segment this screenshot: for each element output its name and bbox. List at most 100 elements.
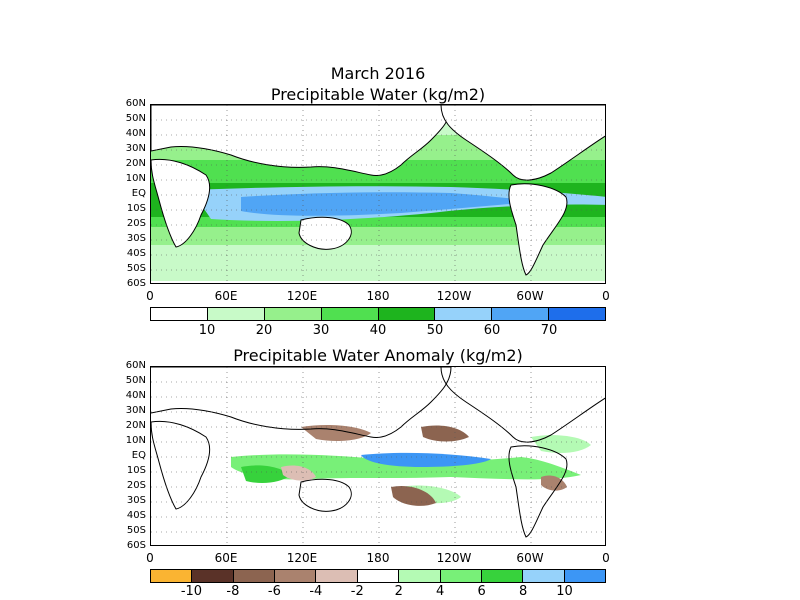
colorbar-tick-label: 40 (369, 323, 387, 338)
colorbar-tick-label: 10 (198, 323, 216, 338)
lat-label: 50N (125, 113, 146, 124)
lat-label: EQ (131, 188, 146, 199)
colorbar-swatch (207, 308, 265, 320)
graticule (151, 105, 605, 283)
colorbar-tick-label: -10 (180, 584, 203, 599)
colorbar-tick-label: 60 (483, 323, 501, 338)
colorbar-tick-label: -4 (309, 584, 323, 599)
top-title-line2: Precipitable Water (kg/m2) (270, 85, 486, 104)
graticule (151, 367, 605, 545)
lat-label: 50S (126, 263, 146, 274)
colorbar-swatch (435, 308, 493, 320)
colorbar-swatch (549, 308, 605, 320)
anomaly-negative-australia (281, 465, 316, 481)
lon-label: 0 (602, 289, 610, 303)
lat-label: 20N (125, 420, 146, 431)
lat-label: 20S (126, 480, 146, 491)
colorbar-tick-label: 20 (255, 323, 273, 338)
anomaly-positive-pacific-strong (361, 452, 491, 467)
colorbar-swatch (440, 570, 482, 582)
lat-label: 30N (125, 143, 146, 154)
pw-anomaly-map (150, 366, 606, 546)
colorbar-tick-label: 4 (436, 584, 445, 599)
lat-label: 60S (126, 278, 146, 289)
lon-label: 0 (146, 289, 154, 303)
colorbar-swatch (233, 570, 276, 582)
colorbar-swatch (192, 570, 234, 582)
lat-label: 50N (125, 375, 146, 386)
lat-label: 60S (126, 540, 146, 551)
lat-label: 10S (126, 203, 146, 214)
lat-label: 40S (126, 510, 146, 521)
colorbar-swatch (275, 570, 317, 582)
continent-australia (298, 478, 352, 512)
anomaly-negative-south-pacific (391, 485, 436, 506)
lon-label: 180 (366, 551, 390, 565)
colorbar-swatch (316, 570, 358, 582)
continent-africa (151, 420, 211, 510)
lon-label: 120E (286, 289, 318, 303)
colorbar-tick-label: 10 (556, 584, 573, 599)
colorbar-tick-label: 70 (540, 323, 558, 338)
anomaly-positive-atlantic (531, 435, 591, 453)
continent-australia (298, 216, 352, 250)
pw-colorbar (150, 307, 606, 321)
lat-label: 10S (126, 465, 146, 476)
lon-label: 120W (436, 551, 472, 565)
colorbar-tick-label: -6 (267, 584, 281, 599)
colorbar-swatch (357, 570, 400, 582)
lon-label: 60W (516, 289, 544, 303)
continent-africa (151, 158, 211, 248)
continent-north-america (440, 105, 605, 181)
colorbar-swatch (151, 570, 193, 582)
colorbar-tick-label: -2 (350, 584, 364, 599)
anomaly-negative-north-pacific (301, 425, 371, 441)
anomaly-negative-central-pacific (421, 425, 469, 442)
top-title-line1: March 2016 (330, 64, 426, 83)
lat-label: 10N (125, 435, 146, 446)
colorbar-swatch (564, 570, 605, 582)
lat-label: 10N (125, 173, 146, 184)
lat-label: 40S (126, 248, 146, 259)
colorbar-swatch (481, 570, 524, 582)
lat-label: 60N (125, 360, 146, 371)
lon-label: 0 (146, 551, 154, 565)
lat-label: 50S (126, 525, 146, 536)
colorbar-tick-label: 6 (477, 584, 486, 599)
lat-label: 30S (126, 233, 146, 244)
bottom-title: Precipitable Water Anomaly (kg/m2) (233, 346, 523, 365)
colorbar-swatch (264, 308, 322, 320)
colorbar-swatch (523, 570, 565, 582)
lon-label: 180 (366, 289, 390, 303)
lon-label: 120W (436, 289, 472, 303)
continent-north-america (440, 367, 605, 443)
anomaly-negative-south-america (541, 475, 567, 491)
colorbar-swatch (378, 308, 436, 320)
colorbar-swatch (399, 570, 441, 582)
lat-label: 60N (125, 98, 146, 109)
lat-label: 40N (125, 128, 146, 139)
lon-label: 60W (516, 551, 544, 565)
continent-south-america (508, 183, 568, 276)
lon-label: 120E (286, 551, 318, 565)
colorbar-tick-label: 50 (426, 323, 444, 338)
continent-antarctica (151, 281, 605, 283)
pw-anomaly-colorbar (150, 569, 606, 583)
continent-south-america (508, 445, 568, 538)
lat-label: 20S (126, 218, 146, 229)
lon-label: 60E (214, 551, 238, 565)
precipitable-water-map (150, 104, 606, 284)
lat-label: 40N (125, 390, 146, 401)
continent-eurasia (151, 367, 452, 438)
colorbar-tick-label: -8 (226, 584, 240, 599)
anomaly-positive-tropical-band (231, 454, 581, 480)
continent-eurasia (151, 105, 452, 176)
anomaly-positive-indian (241, 465, 291, 483)
lat-label: 20N (125, 158, 146, 169)
lon-label: 0 (602, 551, 610, 565)
lat-label: 30N (125, 405, 146, 416)
colorbar-swatch (151, 308, 208, 320)
lat-label: 30S (126, 495, 146, 506)
colorbar-swatch (492, 308, 550, 320)
colorbar-swatch (321, 308, 379, 320)
